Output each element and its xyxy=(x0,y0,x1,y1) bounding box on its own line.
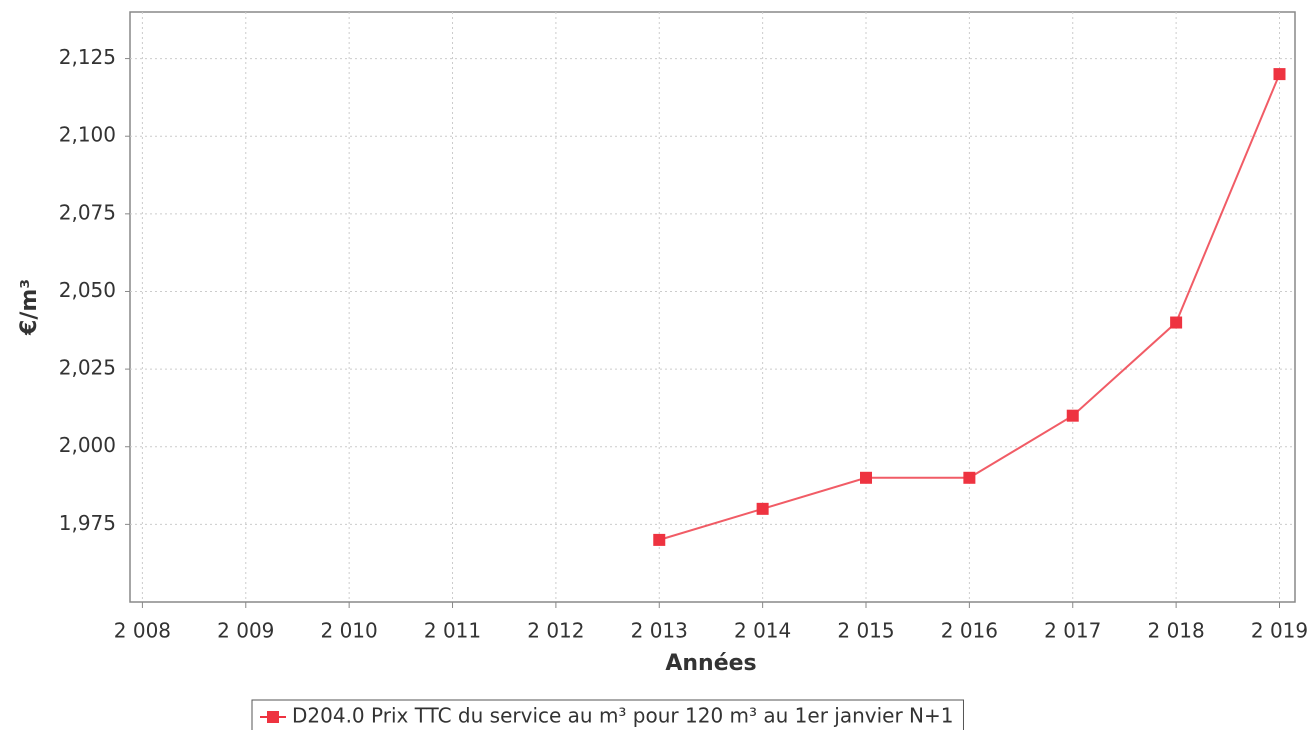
y-tick-label: 2,050 xyxy=(59,278,116,302)
y-tick-label: 2,125 xyxy=(59,45,116,69)
y-tick-label: 2,025 xyxy=(59,356,116,380)
y-axis-label: €/m³ xyxy=(17,279,42,336)
x-tick-label: 2 013 xyxy=(631,619,688,643)
x-tick-label: 2 009 xyxy=(217,619,274,643)
plot-area xyxy=(129,11,1296,603)
data-point xyxy=(1170,316,1183,329)
x-tick-label: 2 012 xyxy=(527,619,584,643)
data-point xyxy=(756,502,769,515)
data-point xyxy=(653,533,666,546)
x-tick-label: 2 010 xyxy=(321,619,378,643)
legend-marker xyxy=(267,711,279,723)
legend-box xyxy=(251,699,964,734)
data-point xyxy=(1066,409,1079,422)
data-point xyxy=(860,471,873,484)
y-tick-label: 2,000 xyxy=(59,433,116,457)
x-axis-label: Années xyxy=(665,651,756,676)
x-tick-label: 2 016 xyxy=(941,619,998,643)
x-tick-label: 2 015 xyxy=(837,619,894,643)
y-tick-label: 1,975 xyxy=(59,511,116,535)
data-point xyxy=(963,471,976,484)
x-tick-label: 2 018 xyxy=(1147,619,1204,643)
x-tick-label: 2 019 xyxy=(1251,619,1308,643)
y-tick-label: 2,100 xyxy=(59,123,116,147)
x-tick-label: 2 011 xyxy=(424,619,481,643)
data-point xyxy=(1273,68,1286,81)
legend: D204.0 Prix TTC du service au m³ pour 12… xyxy=(251,699,964,734)
y-tick-label: 2,075 xyxy=(59,200,116,224)
x-tick-label: 2 008 xyxy=(114,619,171,643)
x-tick-label: 2 014 xyxy=(734,619,791,643)
x-tick-label: 2 017 xyxy=(1044,619,1101,643)
legend-text: D204.0 Prix TTC du service au m³ pour 12… xyxy=(292,704,953,728)
